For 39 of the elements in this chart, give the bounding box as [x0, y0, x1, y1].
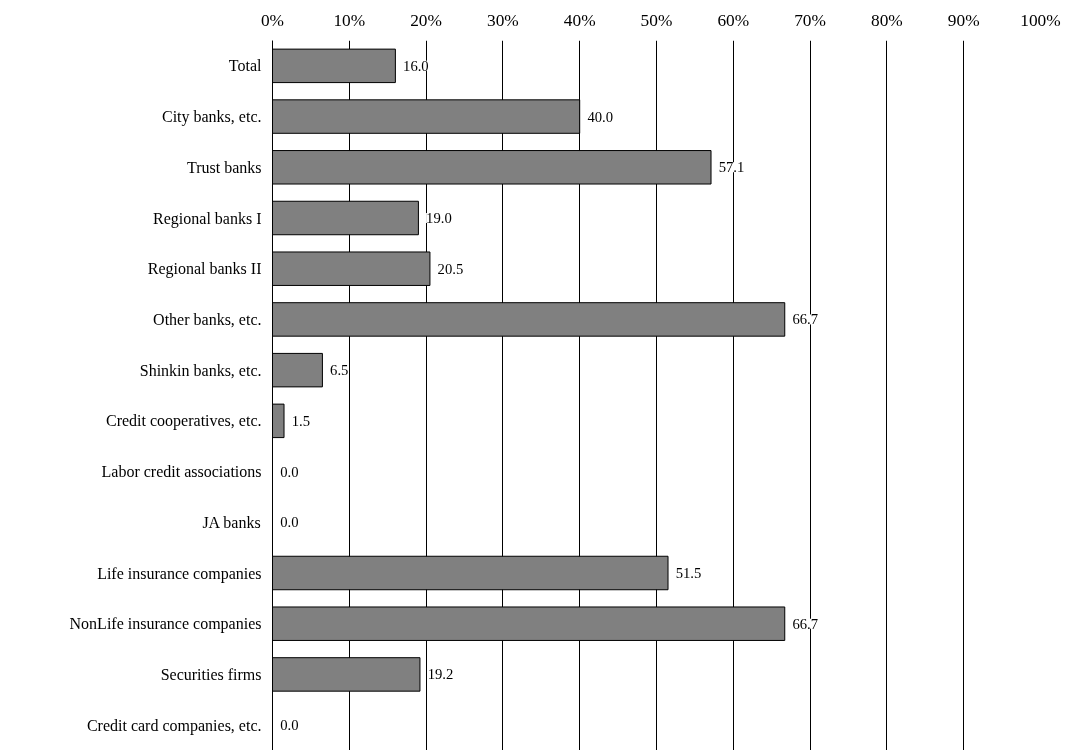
data-label: 0.0: [280, 514, 299, 531]
data-label: 16.0: [403, 57, 429, 74]
y-tick-label: Life insurance companies: [97, 564, 262, 583]
y-tick-label: Credit card companies, etc.: [86, 716, 262, 735]
y-tick-label: Shinkin banks, etc.: [139, 361, 262, 379]
data-label: 19.0: [426, 210, 452, 226]
data-label: 40.0: [587, 108, 614, 125]
y-tick-label: NonLife insurance companies: [69, 615, 262, 634]
data-label: 20.5: [437, 260, 464, 277]
data-label: 57.1: [718, 159, 745, 176]
x-tick-label: 20%: [410, 10, 442, 30]
y-tick-label: Trust banks: [186, 158, 262, 176]
x-tick-label: 40%: [563, 10, 596, 30]
x-tick-label: 10%: [333, 10, 366, 30]
y-tick-label: Other banks, etc.: [153, 310, 262, 328]
data-label: 66.7: [792, 311, 819, 328]
data-label: 66.7: [792, 615, 819, 632]
data-label: 0.0: [280, 717, 299, 734]
x-tick-label: 100%: [1020, 10, 1061, 30]
x-tick-label: 70%: [794, 10, 826, 30]
y-tick-label: Regional banks II: [147, 260, 262, 279]
x-tick-label: 90%: [947, 10, 980, 30]
x-tick-label: 30%: [487, 10, 519, 30]
y-tick-label: JA banks: [202, 513, 261, 531]
y-tick-label: Total: [228, 57, 263, 75]
y-tick-label: Regional banks I: [153, 209, 262, 228]
y-tick-label: Securities firms: [160, 665, 262, 683]
y-tick-label: Credit cooperatives, etc.: [106, 412, 262, 431]
x-tick-label: 80%: [871, 10, 903, 30]
data-label: 0.0: [280, 463, 299, 480]
data-label: 1.5: [291, 412, 311, 429]
x-tick-label: 0%: [260, 10, 285, 30]
y-tick-label: Labor credit associations: [101, 463, 262, 481]
x-tick-label: 50%: [640, 10, 673, 30]
data-label: 51.5: [675, 565, 702, 581]
data-label: 19.2: [427, 666, 454, 683]
x-tick-label: 60%: [717, 10, 750, 30]
data-label: 6.5: [330, 362, 349, 379]
y-tick-label: City banks, etc.: [161, 108, 262, 127]
